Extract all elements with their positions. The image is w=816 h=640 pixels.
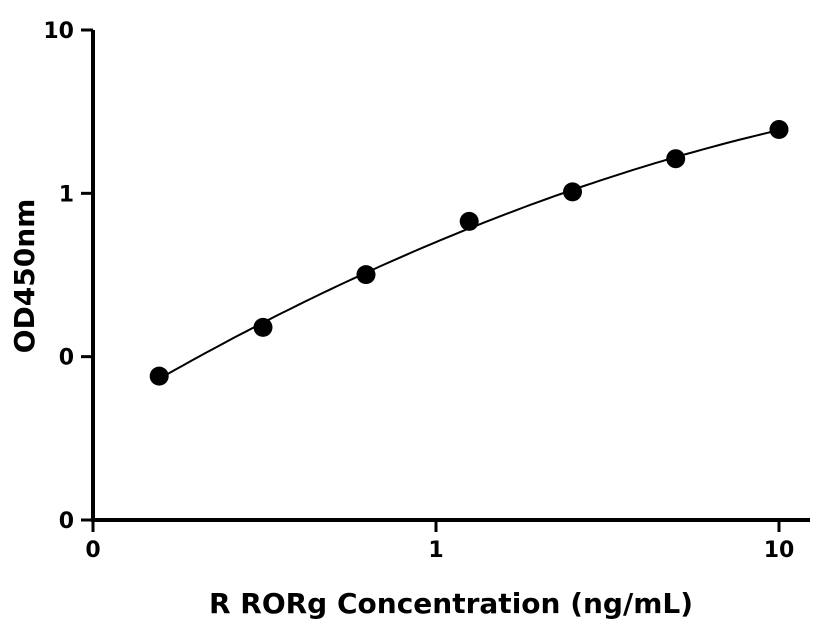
x-axis-title: R RORg Concentration (ng/mL) [209,587,693,620]
y-tick-label: 0 [59,346,74,371]
data-point [253,317,273,337]
x-tick-label: 1 [428,538,443,563]
data-point [769,120,789,139]
data-point [356,265,376,285]
data-point [149,366,169,386]
axes-layer [91,30,810,522]
data-point [459,211,479,231]
fit-curve [158,129,780,380]
y-tick-label: 10 [43,19,74,44]
y-tick-label: 0 [59,509,74,534]
y-tick-label: 1 [59,182,74,207]
data-point [563,182,582,202]
x-tick-label: 0 [85,538,100,563]
data-point [666,149,686,169]
fit-curve-layer [158,129,780,380]
data-points-layer [149,120,789,386]
x-tick-label: 10 [764,538,795,563]
y-axis-title: OD450nm [8,199,41,354]
